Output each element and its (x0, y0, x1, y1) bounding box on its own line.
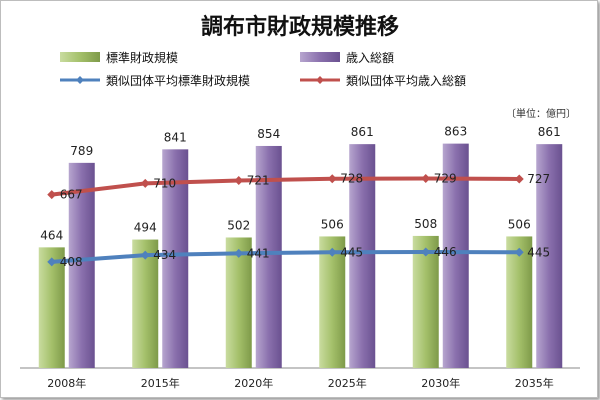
bar-total-revenue-value-label: 861 (538, 125, 561, 139)
bar-total-revenue-value-label: 789 (70, 144, 93, 158)
bar-standard-scale (225, 237, 252, 368)
bar-standard-scale-value-label: 464 (40, 228, 63, 242)
bar-standard-scale (132, 239, 159, 368)
bar-total-revenue-value-label: 863 (444, 125, 467, 139)
legend-label-total-revenue: 歳入総額 (346, 51, 394, 65)
bar-standard-scale-value-label: 508 (414, 217, 437, 231)
bar-total-revenue (162, 149, 189, 368)
bar-total-revenue (255, 145, 282, 368)
unit-label: 〔単位：億円〕 (506, 107, 576, 120)
line-similar-revenue-value-label: 721 (247, 174, 270, 188)
line-similar-revenue-value-label: 729 (434, 171, 457, 185)
bar-standard-scale (38, 247, 65, 368)
line-similar-revenue-marker (234, 176, 244, 186)
bar-standard-scale (506, 236, 533, 368)
line-similar-standard-marker (327, 247, 337, 257)
line-similar-standard-marker (514, 247, 524, 257)
line-similar-revenue-value-label: 727 (527, 172, 550, 186)
legend-marker-similar-revenue (316, 76, 324, 84)
x-tick-label: 2030年 (421, 376, 460, 390)
bar-total-revenue (349, 144, 376, 368)
bar-standard-scale-value-label: 494 (134, 221, 157, 235)
line-similar-standard-marker (47, 257, 57, 267)
bar-standard-scale-value-label: 506 (321, 217, 344, 231)
line-similar-revenue-value-label: 728 (340, 172, 363, 186)
x-tick-label: 2020年 (234, 376, 273, 390)
labels-layer: 464 494 502 506 508 506 789 841 854 861 863 861 408 4… (40, 125, 560, 390)
line-similar-revenue-marker (140, 178, 150, 188)
line-similar-standard-value-label: 446 (434, 245, 457, 259)
bars-layer (38, 143, 563, 368)
line-similar-standard (51, 250, 520, 264)
x-tick-label: 2008年 (47, 376, 86, 390)
line-similar-revenue-marker (514, 174, 524, 184)
chart-title: 調布市財政規模推移 (201, 14, 399, 40)
bar-standard-scale (412, 235, 439, 368)
x-tick-label: 2025年 (328, 376, 367, 390)
line-similar-standard-value-label: 445 (527, 245, 550, 259)
line-similar-revenue-value-label: 710 (153, 176, 176, 190)
line-similar-standard-value-label: 434 (153, 248, 176, 262)
legend-swatch-total-revenue (300, 52, 340, 62)
line-similar-standard-marker (140, 250, 150, 260)
bar-total-revenue (536, 144, 563, 368)
bar-standard-scale (319, 236, 346, 368)
line-similar-standard-marker (421, 247, 431, 257)
bar-standard-scale-value-label: 506 (508, 217, 531, 231)
line-similar-revenue-value-label: 667 (60, 188, 83, 202)
legend-label-similar-revenue: 類似団体平均歳入総額 (346, 74, 466, 88)
legend-label-standard-scale: 標準財政規模 (106, 50, 178, 65)
legend-marker-similar-standard (76, 76, 84, 84)
bar-total-revenue-value-label: 841 (164, 130, 187, 144)
legend-label-similar-standard: 類似団体平均標準財政規模 (106, 73, 250, 88)
line-similar-standard-value-label: 445 (340, 245, 363, 259)
bar-total-revenue (68, 162, 95, 368)
bar-standard-scale-value-label: 502 (227, 218, 250, 232)
line-similar-standard-value-label: 441 (247, 246, 270, 260)
line-similar-revenue-marker (327, 174, 337, 184)
lines-layer (47, 173, 524, 267)
bar-total-revenue-value-label: 861 (351, 125, 374, 139)
line-similar-standard-value-label: 408 (60, 255, 83, 269)
line-similar-revenue (51, 176, 520, 197)
line-similar-revenue-marker (47, 190, 57, 200)
line-similar-standard-marker (234, 248, 244, 258)
bar-total-revenue-value-label: 854 (257, 127, 280, 141)
line-similar-revenue-marker (421, 173, 431, 183)
x-tick-label: 2015年 (141, 376, 180, 390)
x-tick-label: 2035年 (515, 376, 554, 390)
bar-total-revenue (442, 143, 469, 368)
legend-swatch-standard-scale (60, 52, 100, 62)
